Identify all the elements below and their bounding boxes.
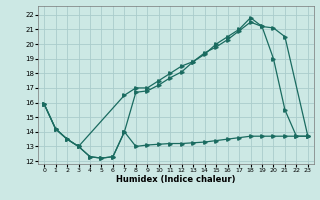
X-axis label: Humidex (Indice chaleur): Humidex (Indice chaleur)	[116, 175, 236, 184]
